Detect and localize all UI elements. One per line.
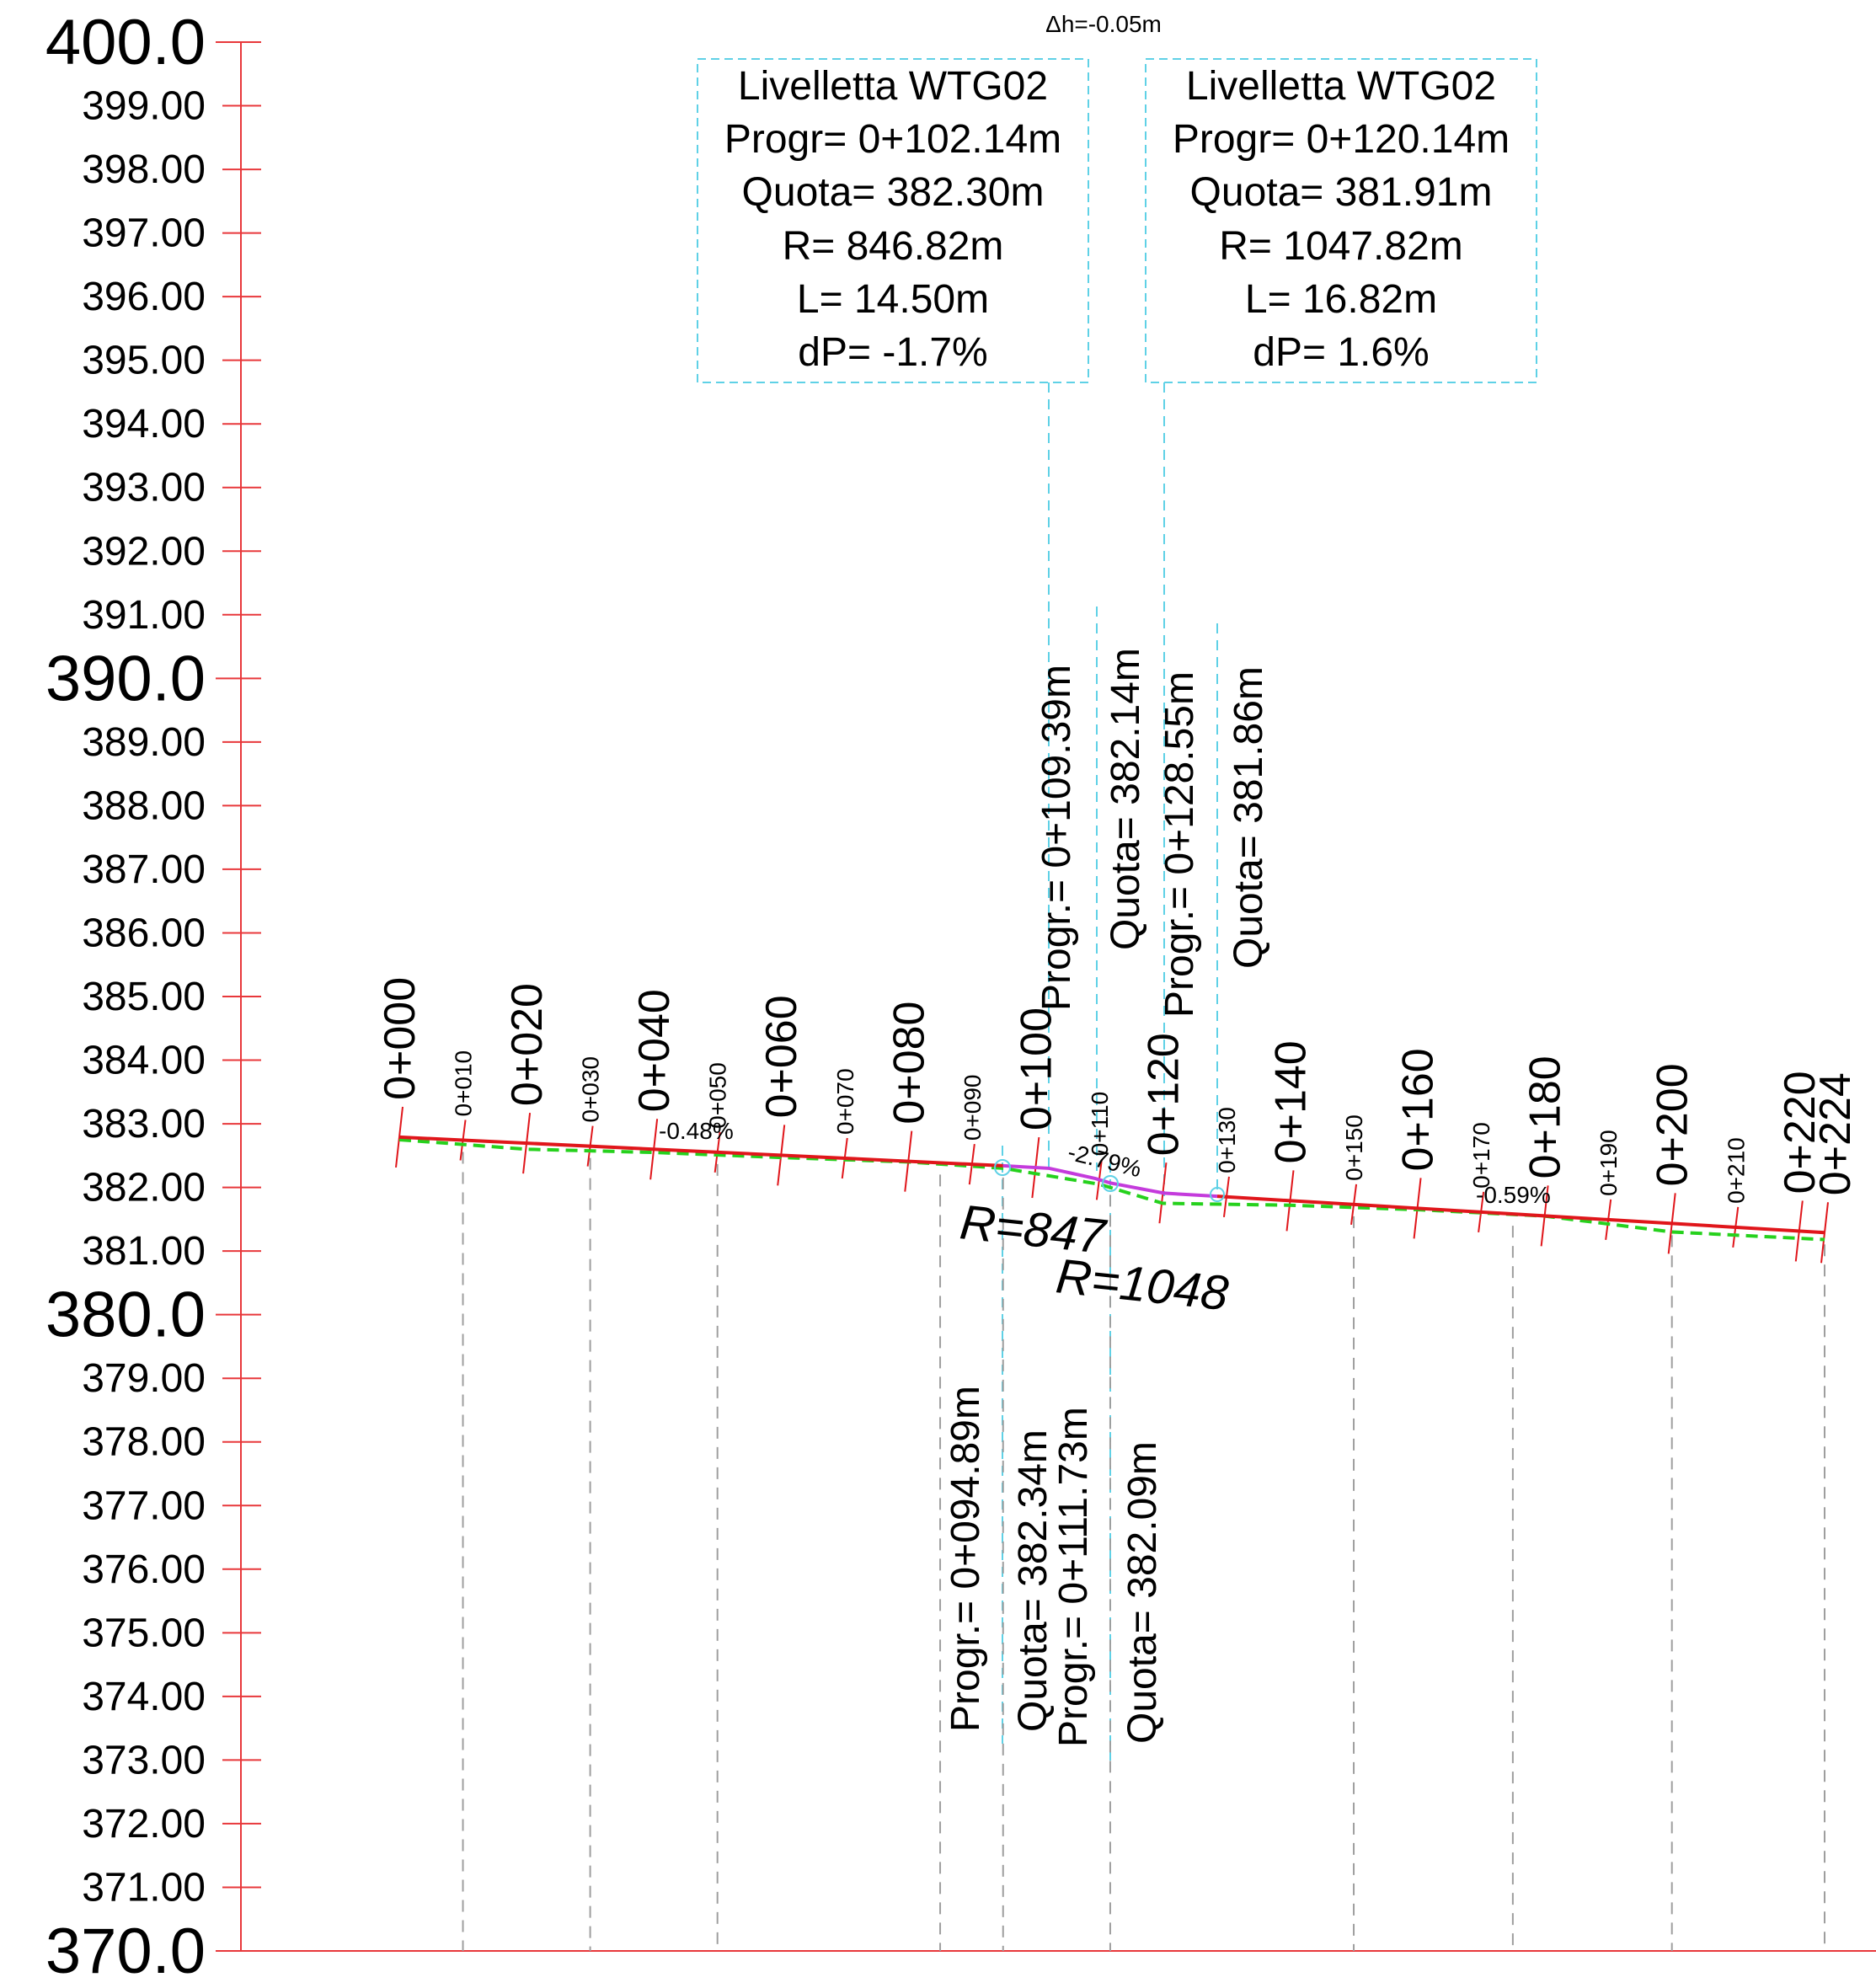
axis-minor-label: 397.00 (82, 211, 206, 256)
axis-minor-label: 375.00 (82, 1611, 206, 1655)
axis-major-label: 370.0 (45, 1916, 206, 1987)
station-label-major: 0+180 (1521, 1055, 1570, 1178)
box1-quota: Quota= 382.30m (742, 170, 1045, 215)
box1-radius: R= 846.82m (783, 224, 1004, 269)
grade-label-3: -0.59% (1476, 1182, 1551, 1208)
vertex-marker (994, 1159, 1011, 1176)
axis-minor-label: 398.00 (82, 147, 206, 192)
axis-major-label: 380.0 (45, 1280, 206, 1351)
station-label-major: 0+040 (630, 989, 679, 1112)
axis-major-label: 400.0 (45, 7, 206, 78)
axis-minor-label: 382.00 (82, 1166, 206, 1210)
station-label-minor: 0+010 (451, 1050, 477, 1117)
station-label-major: 0+224 (1811, 1072, 1860, 1195)
station-label-minor: 0+170 (1468, 1122, 1494, 1189)
station-label-minor: 0+130 (1214, 1107, 1240, 1173)
delta-h-note: Δh=-0.05m (1045, 11, 1162, 37)
station-label-major: 0+220 (1776, 1071, 1825, 1194)
station-label-minor: 0+110 (1087, 1092, 1113, 1157)
profile-lines (398, 1135, 1825, 1242)
station-label-minor: 0+190 (1595, 1130, 1622, 1196)
lower-labels: Progr.= 0+094.89m Quota= 382.34m Progr.=… (943, 1386, 1165, 1747)
curve-labels: R=847 R=1048 (958, 1194, 1231, 1321)
station-label-major: 0+000 (376, 977, 425, 1100)
station-label-minor: 0+150 (1341, 1114, 1367, 1181)
axis-minor-label: 381.00 (82, 1229, 206, 1274)
axis-minor-label: 378.00 (82, 1420, 206, 1465)
grade-label-1: -0.48% (659, 1118, 734, 1144)
axis-minor-label: 395.00 (82, 339, 206, 383)
axis-minor-label: 383.00 (82, 1102, 206, 1146)
axis-minor-label: 374.00 (82, 1675, 206, 1719)
upper-quota-2: Quota= 381.86m (1227, 666, 1271, 969)
lower-progr-1: Progr.= 0+094.89m (943, 1386, 988, 1732)
station-markers: 0+000 0+020 0+040 0+060 0+080 0+100 0+120 0+140… (376, 977, 1860, 1951)
axis-minor-label: 385.00 (82, 975, 206, 1019)
axis-minor-label: 379.00 (82, 1356, 206, 1401)
axis-minor-label: 392.00 (82, 529, 206, 574)
box2-progr: Progr= 0+120.14m (1173, 117, 1510, 162)
vertex-markers (994, 1159, 1225, 1202)
vertex-marker (1102, 1175, 1119, 1192)
axis-minor-label: 387.00 (82, 847, 206, 892)
curve-radius-2: R=1048 (1054, 1248, 1231, 1321)
axis-minor-label: 373.00 (82, 1738, 206, 1782)
box1-dp: dP= -1.7% (798, 330, 987, 375)
box1-title: Livelletta WTG02 (738, 64, 1048, 109)
station-label-minor: 0+050 (705, 1062, 731, 1129)
station-label-minor: 0+030 (578, 1056, 604, 1123)
axis-minor-label: 394.00 (82, 402, 206, 446)
axis-major-label: 390.0 (45, 643, 206, 714)
station-label-major: 0+140 (1267, 1040, 1316, 1163)
station-label-major: 0+160 (1394, 1048, 1443, 1171)
station-label-minor: 0+210 (1723, 1137, 1749, 1204)
station-label-minor: 0+090 (959, 1075, 986, 1141)
axis-minor-label: 389.00 (82, 720, 206, 765)
axis-minor-label: 376.00 (82, 1547, 206, 1592)
lower-quota-2: Quota= 382.09m (1120, 1441, 1165, 1744)
station-label-minor: 0+070 (832, 1068, 858, 1135)
axis-minor-label: 399.00 (82, 84, 206, 129)
box1-progr: Progr= 0+102.14m (724, 117, 1061, 162)
axis-minor-label: 393.00 (82, 466, 206, 510)
upper-labels: Progr.= 0+109.39m Quota= 382.14m Progr.=… (1034, 648, 1271, 1018)
upper-progr-2: Progr.= 0+128.55m (1157, 671, 1202, 1018)
axis-minor-label: 384.00 (82, 1039, 206, 1083)
axis-minor-label: 386.00 (82, 911, 206, 955)
axis-minor-label: 396.00 (82, 275, 206, 319)
lower-progr-2: Progr.= 0+111.73m (1051, 1407, 1096, 1747)
info-box-1: Livelletta WTG02 Progr= 0+102.14m Quota=… (697, 58, 1089, 383)
box2-quota: Quota= 381.91m (1190, 170, 1493, 215)
box2-title: Livelletta WTG02 (1186, 64, 1496, 109)
station-label-major: 0+020 (503, 983, 552, 1106)
vertex-marker (1210, 1187, 1225, 1202)
station-label-major: 0+120 (1139, 1033, 1188, 1156)
station-label-major: 0+200 (1649, 1063, 1697, 1186)
elevation-axis: 400.0 399.00 398.00 397.00 396.00 395.00 394.0… (45, 7, 1876, 1987)
upper-quota-1: Quota= 382.14m (1104, 648, 1148, 950)
axis-minor-label: 372.00 (82, 1802, 206, 1846)
box2-radius: R= 1047.82m (1219, 224, 1463, 269)
station-label-major: 0+060 (757, 995, 806, 1118)
box1-length: L= 14.50m (797, 277, 989, 322)
station-label-major: 0+100 (1012, 1007, 1061, 1130)
box2-length: L= 16.82m (1245, 277, 1437, 322)
axis-minor-label: 377.00 (82, 1483, 206, 1528)
axis-minor-label: 388.00 (82, 783, 206, 828)
profile-line-segment (1216, 1194, 1825, 1235)
axis-minor-label: 371.00 (82, 1865, 206, 1910)
info-box-2: Livelletta WTG02 Progr= 0+120.14m Quota=… (1145, 58, 1537, 383)
upper-progr-1: Progr.= 0+109.39m (1034, 665, 1079, 1011)
profile-line-segment (398, 1135, 1003, 1168)
axis-minor-label: 391.00 (82, 593, 206, 638)
lower-quota-1: Quota= 382.34m (1011, 1430, 1056, 1732)
station-label-major: 0+080 (885, 1002, 933, 1125)
box2-dp: dP= 1.6% (1253, 330, 1429, 375)
